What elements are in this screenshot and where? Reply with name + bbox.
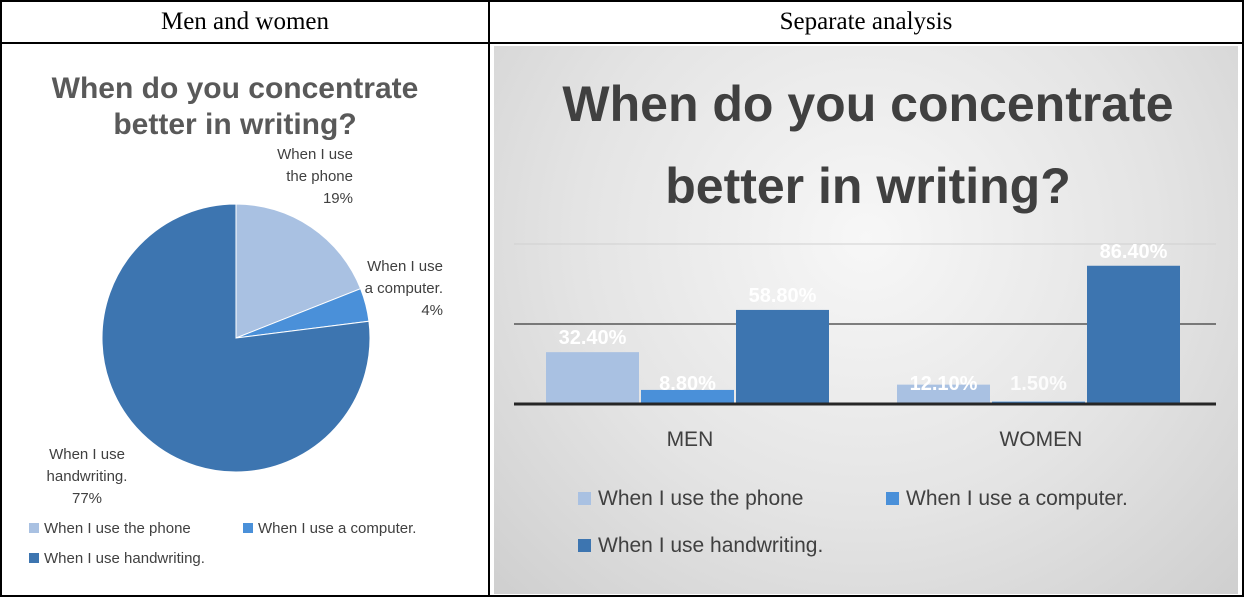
pie-slice-label: 4% <box>421 302 443 319</box>
pie-slice-label: the phone <box>286 168 353 185</box>
header-separate-analysis: Separate analysis <box>779 8 953 35</box>
bar-data-label: 1.50% <box>1010 373 1067 395</box>
bar-legend-label: When I use the phone <box>598 487 803 510</box>
bar <box>546 352 639 404</box>
pie-slice-label: 19% <box>323 190 353 207</box>
pie-title-line: better in writing? <box>113 108 356 141</box>
header-men-and-women: Men and women <box>160 8 330 35</box>
bar-chart: When do you concentrate better in writing… <box>514 76 1216 557</box>
bar-legend-swatch <box>578 492 591 505</box>
bar-legend-swatch <box>886 492 899 505</box>
pie-slice-label: When I use <box>277 146 353 163</box>
bar <box>897 384 990 404</box>
table-border-bottom <box>0 595 1244 597</box>
bar <box>736 309 829 404</box>
bar-title-line: better in writing? <box>665 158 1071 214</box>
bar <box>1087 265 1180 404</box>
pie-slice-label: handwriting. <box>47 468 128 485</box>
bar <box>641 389 734 404</box>
bar-legend-label: When I use a computer. <box>906 487 1128 510</box>
table-border-top <box>0 0 1244 2</box>
pie-slice-label: When I use <box>49 446 125 463</box>
bar-data-label: 58.80% <box>749 285 817 307</box>
pie-legend-label: When I use the phone <box>44 520 191 537</box>
pie-legend-swatch <box>29 553 39 563</box>
bar-legend-swatch <box>578 539 591 552</box>
bar-category-label: WOMEN <box>999 428 1082 451</box>
pie-legend-label: When I use a computer. <box>258 520 416 537</box>
pie-legend-swatch <box>243 523 253 533</box>
pie-legend-label: When I use handwriting. <box>44 550 205 567</box>
bar-data-label: 86.40% <box>1100 241 1168 263</box>
table-border-right <box>1242 0 1244 597</box>
bar-category-label: MEN <box>667 428 714 451</box>
pie-slice <box>235 203 362 339</box>
table-border-left <box>0 0 2 597</box>
bar-legend-label: When I use handwriting. <box>598 534 823 557</box>
pie-slice-label: a computer. <box>365 280 443 297</box>
pie-legend-swatch <box>29 523 39 533</box>
pie-slice-label: 77% <box>72 490 102 507</box>
bar-data-label: 12.10% <box>910 373 978 395</box>
table-header-divider <box>0 42 1244 44</box>
bar-title-line: When do you concentrate <box>562 76 1173 132</box>
table-column-divider <box>488 0 490 597</box>
bar-data-label: 8.80% <box>659 373 716 395</box>
pie-slice <box>101 203 371 473</box>
pie-slice-label: When I use <box>367 258 443 275</box>
pie-title-line: When do you concentrate <box>52 72 419 105</box>
bar-data-label: 32.40% <box>559 327 627 349</box>
bar-chart-panel: When do you concentrate better in writing… <box>494 46 1238 594</box>
